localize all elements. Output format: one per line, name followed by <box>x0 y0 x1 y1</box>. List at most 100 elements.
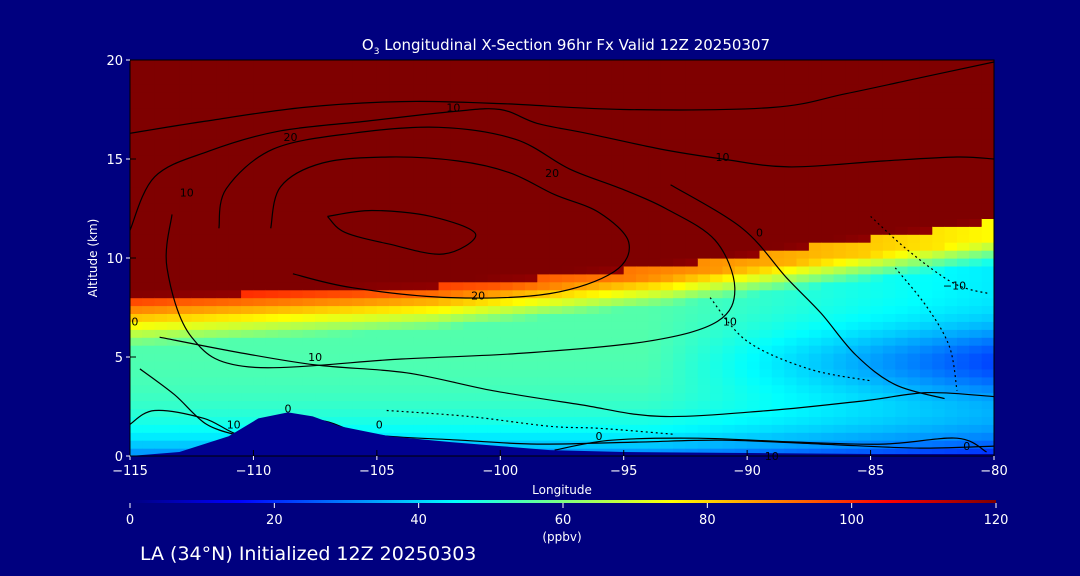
field-cell <box>352 91 366 101</box>
field-cell <box>673 186 686 196</box>
field-cell <box>142 234 156 243</box>
field-cell <box>179 265 193 275</box>
field-cell <box>204 297 217 307</box>
field-cell <box>216 107 230 116</box>
field-cell <box>981 218 994 227</box>
field-cell <box>426 265 440 275</box>
field-cell <box>450 202 464 212</box>
field-cell <box>204 99 217 109</box>
field-cell <box>463 297 477 307</box>
field-cell <box>623 186 637 196</box>
field-cell <box>376 337 390 346</box>
footer-caption: LA (34°N) Initialized 12Z 20250303 <box>140 543 476 565</box>
field-cell <box>759 416 773 425</box>
field-cell <box>500 337 514 346</box>
field-cell <box>487 392 501 402</box>
field-cell <box>796 448 810 456</box>
field-cell <box>673 60 686 69</box>
field-cell <box>932 424 946 433</box>
field-cell <box>265 376 279 386</box>
field-cell <box>821 337 835 346</box>
field-cell <box>845 297 859 307</box>
field-cell <box>821 305 835 314</box>
field-cell <box>463 83 477 93</box>
field-cell <box>512 258 526 267</box>
field-cell <box>771 67 785 77</box>
field-cell <box>796 361 810 370</box>
field-cell <box>241 75 254 85</box>
field-cell <box>450 392 464 402</box>
field-cell <box>586 131 600 140</box>
field-cell <box>191 155 205 164</box>
field-cell <box>389 210 403 219</box>
field-cell <box>512 210 526 219</box>
field-cell <box>623 353 637 362</box>
field-cell <box>352 123 366 132</box>
field-cell <box>623 131 637 140</box>
field-cell <box>870 147 884 156</box>
field-cell <box>882 337 896 346</box>
field-cell <box>907 99 921 109</box>
field-cell <box>895 353 909 362</box>
field-cell <box>821 376 835 386</box>
field-cell <box>673 178 686 188</box>
field-cell <box>401 186 415 196</box>
field-cell <box>907 202 921 212</box>
field-cell <box>179 83 193 93</box>
field-cell <box>574 226 588 235</box>
field-cell <box>734 99 748 109</box>
field-cell <box>327 281 341 291</box>
field-cell <box>265 321 279 330</box>
field-cell <box>167 178 180 188</box>
field-cell <box>919 361 933 370</box>
field-cell <box>352 155 366 164</box>
field-cell <box>685 170 699 180</box>
field-cell <box>882 210 896 219</box>
field-cell <box>241 321 254 330</box>
field-cell <box>586 432 600 441</box>
field-cell <box>278 234 291 243</box>
field-cell <box>352 250 366 259</box>
field-cell <box>549 178 563 188</box>
field-cell <box>327 99 341 109</box>
field-cell <box>759 170 773 180</box>
field-cell <box>525 67 538 77</box>
field-cell <box>611 408 625 417</box>
field-cell <box>932 361 946 370</box>
field-cell <box>623 305 637 314</box>
field-cell <box>512 123 526 132</box>
field-cell <box>327 91 341 101</box>
field-cell <box>241 376 254 386</box>
field-cell <box>586 416 600 425</box>
field-cell <box>376 376 390 386</box>
field-cell <box>154 210 168 219</box>
field-cell <box>611 226 625 235</box>
field-cell <box>426 147 440 156</box>
field-cell <box>302 337 316 346</box>
field-cell <box>586 337 600 346</box>
field-cell <box>759 313 773 322</box>
field-cell <box>845 75 859 85</box>
field-cell <box>734 60 748 69</box>
field-cell <box>278 250 291 259</box>
field-cell <box>599 281 612 291</box>
field-cell <box>241 250 254 259</box>
field-cell <box>944 131 958 140</box>
field-cell <box>339 289 353 299</box>
field-cell <box>450 353 464 362</box>
field-cell <box>487 337 501 346</box>
field-cell <box>710 281 723 291</box>
field-cell <box>327 202 341 212</box>
field-cell <box>821 424 835 433</box>
field-cell <box>167 242 180 251</box>
field-cell <box>636 178 649 188</box>
field-cell <box>969 337 983 346</box>
field-cell <box>771 361 785 370</box>
field-cell <box>845 368 859 378</box>
field-cell <box>858 400 872 410</box>
field-cell <box>660 91 674 101</box>
field-cell <box>228 408 242 417</box>
field-cell <box>389 273 403 283</box>
field-cell <box>907 400 921 410</box>
field-cell <box>401 337 415 346</box>
